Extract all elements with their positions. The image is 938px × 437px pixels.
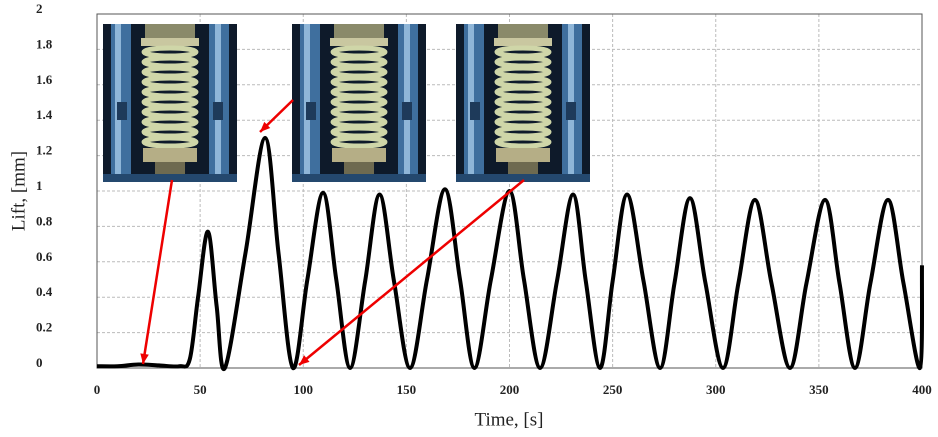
y-axis-label: Lift, [mm] [8,151,29,231]
photo [456,24,590,182]
x-tick-label: 300 [706,382,726,397]
y-tick-label: 0.8 [36,213,53,228]
y-tick-label: 0.4 [36,284,53,299]
photo [103,24,237,182]
y-tick-label: 1.6 [36,72,53,87]
y-tick-label: 1.2 [36,143,52,158]
x-tick-label: 0 [94,382,101,397]
photo [292,24,426,182]
data-line [96,135,925,372]
x-tick-label: 150 [397,382,417,397]
y-tick-label: 1 [36,178,43,193]
plot-frame [96,13,923,369]
arrow-head [140,353,149,364]
arrow [298,179,525,366]
x-tick-label: 400 [912,382,932,397]
y-tick-label: 2 [36,1,43,16]
x-tick-label: 350 [809,382,829,397]
y-tick-label: 1.4 [36,107,53,122]
x-tick-label: 50 [194,382,207,397]
y-tick-label: 0.2 [36,320,52,335]
arrow [141,179,174,365]
arrow-head [260,121,271,132]
x-tick-label: 250 [603,382,623,397]
y-tick-label: 0.6 [36,249,53,264]
x-tick-label: 100 [294,382,314,397]
y-tick-label: 0 [36,355,43,370]
x-axis-label: Time, [s] [475,409,544,430]
y-tick-label: 1.8 [36,36,53,51]
x-tick-label: 200 [500,382,520,397]
arrow-head [299,355,310,365]
